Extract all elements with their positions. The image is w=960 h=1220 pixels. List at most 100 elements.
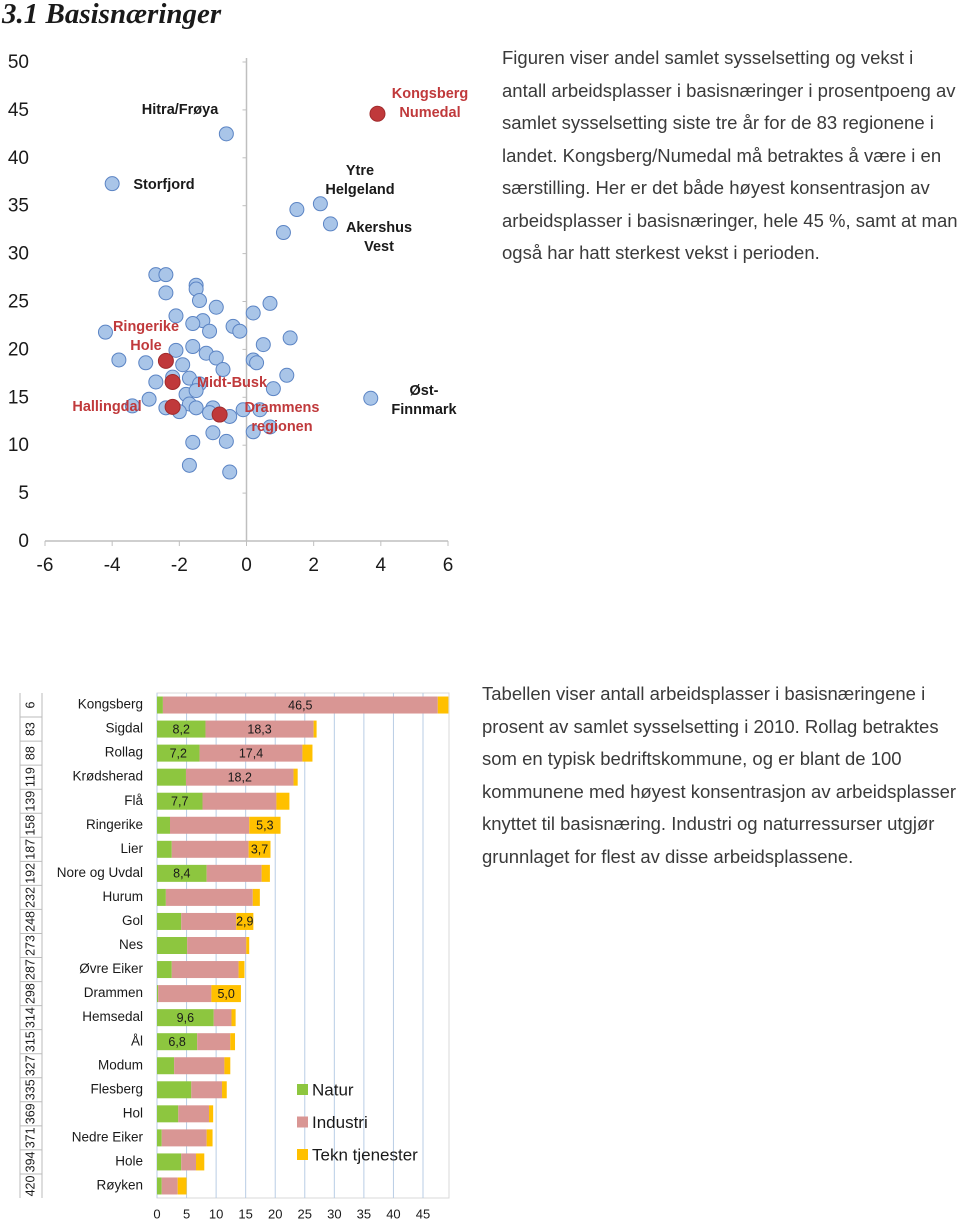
category-label: Hurum [102,889,143,904]
annotation: Kongsberg [392,86,469,102]
bar-segment [157,1081,192,1099]
category-label: Ringerike [86,817,143,832]
point [188,383,204,399]
rank-label: 232 [23,887,37,908]
annotation: Akershus [346,220,412,236]
rank-label: 88 [23,746,37,760]
x-tick-label: 0 [241,555,252,576]
point [222,464,238,480]
bar-segment [171,961,239,979]
bar-segment [249,816,281,834]
point [275,225,291,241]
bar-segment [248,840,271,858]
bar-segment [157,720,206,738]
bar-segment [302,744,313,762]
point [141,391,157,407]
bar-segment [230,1033,236,1051]
bar-segment [157,1057,175,1075]
category-label: Nedre Eiker [72,1129,144,1144]
annotation: Midt-Busk [197,375,268,391]
paragraph: Tabellen viser antall arbeidsplasser i b… [482,683,957,867]
category-label: Gol [122,913,143,928]
category-label: Røyken [96,1178,143,1193]
bar-segment [171,840,249,858]
bar-segment [165,888,253,906]
point [185,434,201,450]
value-label: 3,7 [251,843,268,857]
point [262,295,278,311]
point [215,362,231,378]
rank-label: 248 [23,911,37,932]
bar-segment [157,1033,198,1051]
category-label: Hol [123,1105,143,1120]
bar-segment [191,1081,223,1099]
point [265,381,281,397]
category-label: Lier [120,841,143,856]
rank-label: 420 [23,1176,37,1197]
bar-segment [211,985,241,1003]
bar-segment [206,1129,213,1147]
x-tick-label: 25 [298,1206,312,1220]
value-label: 8,2 [173,722,190,736]
category-label: Modum [98,1057,143,1072]
y-tick-label: 5 [18,483,29,504]
point [175,357,191,373]
point [181,457,197,473]
bar-segment [161,1129,207,1147]
value-label: 18,3 [247,722,271,736]
x-tick-label: 20 [268,1206,282,1220]
point [245,424,261,440]
point [218,126,234,142]
point [188,400,204,416]
bar-segment [161,1177,178,1195]
category-label: Flå [124,793,143,808]
value-label: 5,0 [217,987,234,1001]
bar-segment [157,696,163,714]
annotation: Storfjord [133,177,194,193]
x-tick-label: 5 [183,1206,190,1220]
point [97,324,113,340]
bar-segment [157,744,200,762]
bar-segment [313,720,317,738]
point [252,402,268,418]
y-tick-label: 45 [8,100,29,121]
value-label: 46,5 [288,698,312,712]
bar-segment [293,768,298,786]
bar-segment [246,937,250,954]
rank-label: 298 [23,983,37,1004]
paragraph: Figuren viser andel samlet sysselsetting… [502,47,958,263]
y-tick-label: 35 [8,196,29,217]
bar-segment [222,1081,227,1099]
bar-segment [261,864,270,882]
annotation: Øst- [410,383,439,399]
rank-label: 327 [23,1055,37,1076]
point [185,316,201,332]
category-label: Rollag [105,745,143,760]
bar-segment [157,816,171,834]
bar-segment [231,1009,236,1027]
point [148,374,164,390]
point [168,342,184,358]
annotation: Helgeland [325,182,394,198]
x-tick-label: 6 [443,555,454,576]
bar-segment [178,1105,210,1123]
annotation: Hitra/Frøya [142,102,219,118]
category-label: Flesberg [90,1081,143,1096]
point [191,293,207,309]
bar-segment [162,696,438,714]
y-tick-label: 40 [8,148,29,169]
x-tick-label: 40 [386,1206,400,1220]
point [282,330,298,346]
x-tick-label: 2 [308,555,319,576]
rank-label: 158 [23,815,37,836]
bar-segment [199,744,303,762]
annotation: Hallingdal [72,399,141,415]
point [124,398,140,414]
point [202,323,218,339]
bar-segment [157,985,159,1003]
annotation: Ringerike [113,319,179,335]
point [208,350,224,366]
bar-segment [276,792,290,810]
bar-segment [181,1153,197,1171]
